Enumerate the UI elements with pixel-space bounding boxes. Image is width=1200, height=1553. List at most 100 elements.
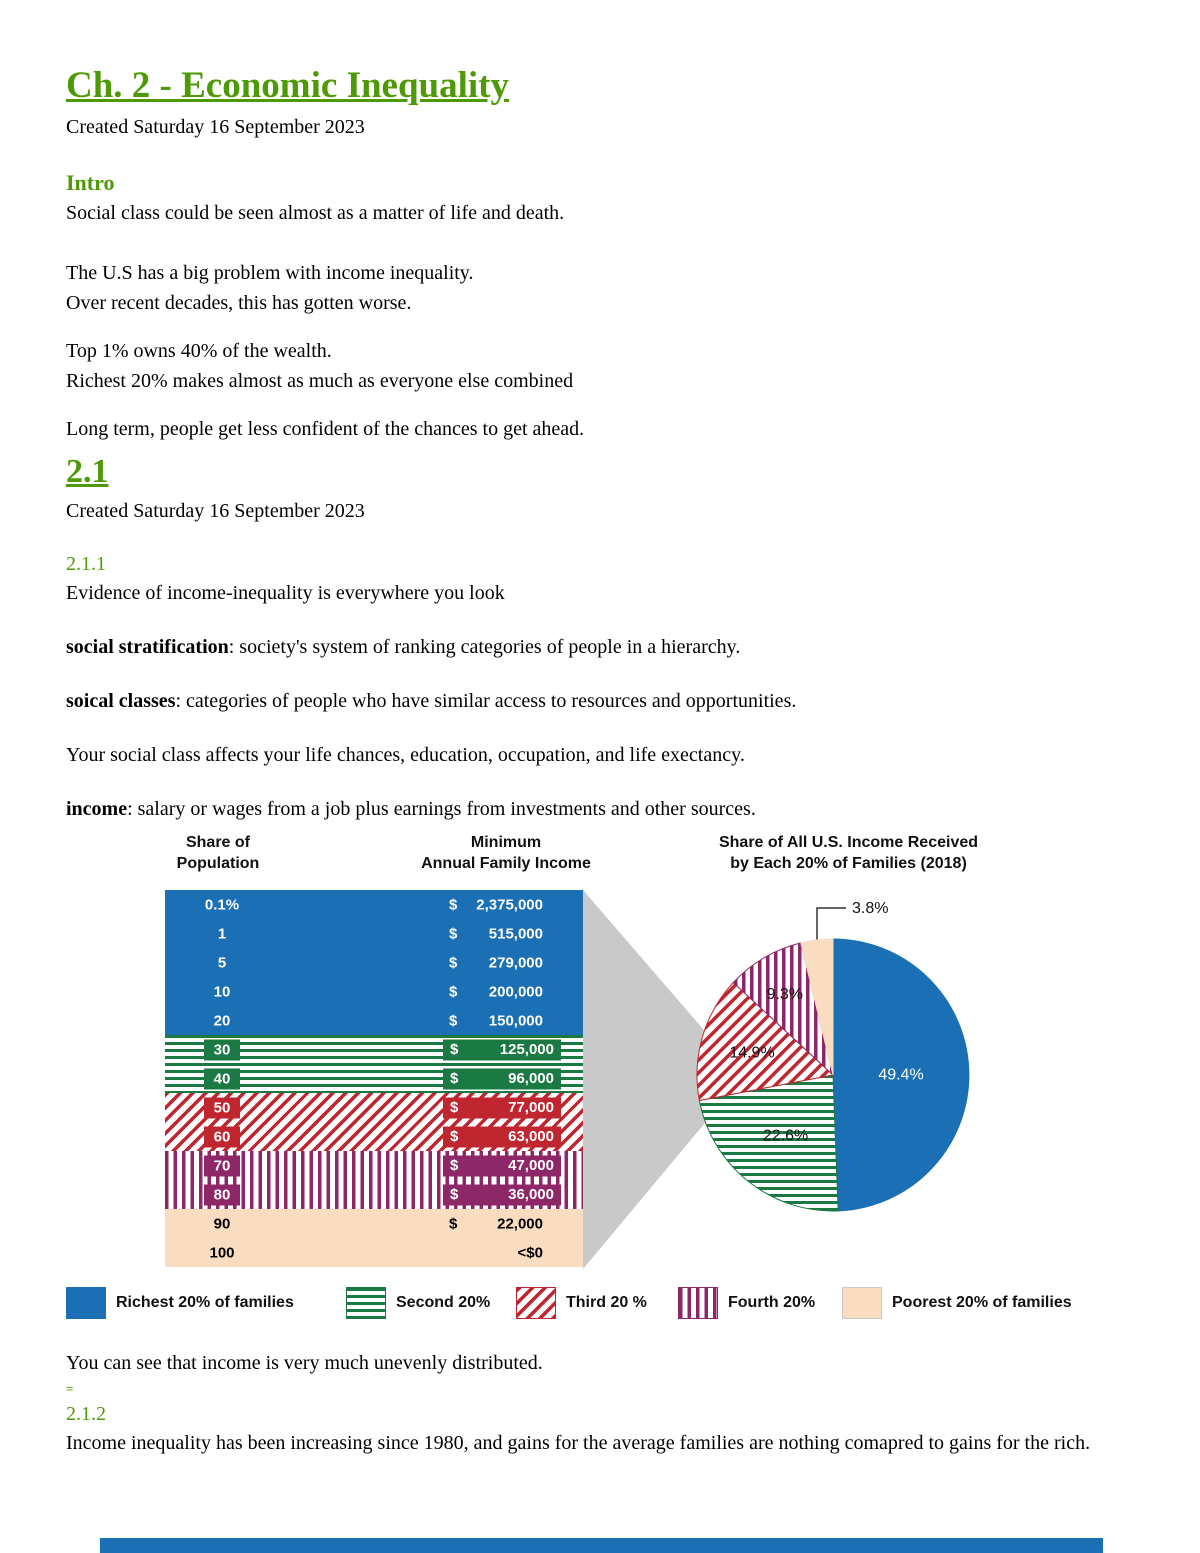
income-value: 63,000 (508, 1128, 554, 1145)
income-chip: $ 125,000 (443, 1039, 561, 1060)
currency-sign: $ (449, 983, 458, 1000)
callout-label: 3.8% (852, 900, 888, 917)
income-chip: $ 47,000 (443, 1155, 561, 1176)
currency-sign: $ (450, 1041, 459, 1058)
population-value: 90 (213, 1215, 231, 1232)
paragraph: Your social class affects your life chan… (66, 744, 745, 766)
heading-2-1: 2.1 (66, 453, 109, 490)
legend-label: Second 20% (396, 1294, 491, 1311)
population-value: 0.1% (204, 896, 240, 913)
pie-slice-1 (698, 1074, 839, 1212)
income-band-table: 0.1% $ 2,375,000 1 $ 515,000 5 $ 279,000… (165, 890, 583, 1267)
currency-sign: $ (450, 1128, 459, 1145)
currency-sign: $ (449, 896, 458, 913)
population-value: 100 (209, 1244, 235, 1261)
paragraph: Evidence of income-inequality is everywh… (66, 582, 505, 604)
header-line: Minimum (470, 834, 542, 851)
population-value: 5 (217, 954, 227, 971)
income-value: 515,000 (488, 925, 543, 942)
paragraph: You can see that income is very much une… (66, 1352, 543, 1374)
legend-label: Fourth 20% (728, 1294, 816, 1311)
header-line: Share of All U.S. Income Received (718, 834, 979, 851)
definition-text: : society's system of ranking categories… (228, 636, 741, 658)
paragraph: Income inequality has been increasing si… (66, 1432, 1091, 1454)
population-value: 70 (204, 1155, 240, 1176)
band-second-20: 30 $ 125,000 40 $ 96,000 (165, 1035, 583, 1093)
definition-social-stratification: social stratification: society's system … (66, 632, 1134, 662)
paragraph: The U.S has a big problem with income in… (66, 262, 474, 284)
pie-slice-0 (832, 938, 970, 1212)
term: income (66, 798, 128, 820)
legend-item-richest: Richest 20% of families (66, 1287, 294, 1319)
income-chip: $ 77,000 (443, 1097, 561, 1118)
created-line-2: Created Saturday 16 September 2023 (66, 500, 365, 522)
legend-swatch-fourth (678, 1287, 718, 1319)
definition-income: income: salary or wages from a job plus … (66, 794, 1134, 824)
income-value: <$0 (517, 1244, 543, 1261)
currency-sign: $ (449, 1012, 458, 1029)
table-row: 100 <$0 (165, 1238, 583, 1267)
pie-chart-title: Share of All U.S. Income Received by Eac… (661, 832, 1036, 874)
currency-sign: $ (450, 1099, 459, 1116)
legend-label: Poorest 20% of families (892, 1294, 1072, 1311)
income-value: 22,000 (497, 1215, 543, 1232)
paragraph: Long term, people get less confident of … (66, 418, 585, 440)
table-row: 90 $ 22,000 (165, 1209, 583, 1238)
header-line: Share of (185, 834, 250, 851)
population-value: 50 (204, 1097, 240, 1118)
table-row: 70 $ 47,000 (165, 1151, 583, 1180)
income-value: 96,000 (508, 1070, 554, 1087)
population-value: 80 (204, 1184, 240, 1205)
income-value: 36,000 (508, 1186, 554, 1203)
table-row: 60 $ 63,000 (165, 1122, 583, 1151)
income-value: 77,000 (508, 1099, 554, 1116)
currency-sign: $ (449, 954, 458, 971)
funnel-shape (583, 890, 710, 1269)
income-distribution-figure: Share of Population Minimum Annual Famil… (66, 832, 1134, 1332)
currency-sign: $ (450, 1157, 459, 1174)
table-row: 0.1% $ 2,375,000 (165, 890, 583, 919)
pie-slice-label-3: 9.3% (767, 986, 803, 1003)
income-chip: $ 63,000 (443, 1126, 561, 1147)
heading-2-1-1: 2.1.1 (66, 553, 106, 575)
definition-text: : categories of people who have similar … (175, 690, 797, 712)
income-value: 279,000 (488, 954, 543, 971)
band-fourth-20: 70 $ 47,000 80 $ 36,000 (165, 1151, 583, 1209)
paragraph: Social class could be seen almost as a m… (66, 202, 565, 224)
paragraph: Richest 20% makes almost as much as ever… (66, 370, 574, 392)
definition-text: : salary or wages from a job plus earnin… (127, 798, 756, 820)
band-poorest-20: 90 $ 22,000 100 <$0 (165, 1209, 583, 1267)
pie-slice-label-1: 22.6% (763, 1128, 808, 1145)
legend-item-third: Third 20 % (516, 1287, 647, 1319)
table-row: 20 $ 150,000 (165, 1006, 583, 1035)
legend-swatch-third (516, 1287, 556, 1319)
next-figure-partial (100, 1538, 1103, 1553)
income-chip: $ 96,000 (443, 1068, 561, 1089)
income-value: 125,000 (499, 1041, 554, 1058)
callout-line (816, 907, 846, 940)
table-row: 30 $ 125,000 (165, 1035, 583, 1064)
legend: Richest 20% of families Second 20% Third… (66, 1287, 1134, 1321)
population-value: 60 (204, 1126, 240, 1147)
pie-slice-2 (696, 981, 835, 1102)
population-value: 10 (213, 983, 231, 1000)
currency-sign: $ (449, 1215, 458, 1232)
income-value: 150,000 (488, 1012, 543, 1029)
legend-item-second: Second 20% (346, 1287, 490, 1319)
income-chip: $ 36,000 (443, 1184, 561, 1205)
definition-social-classes: soical classes: categories of people who… (66, 686, 1134, 716)
population-value: 20 (213, 1012, 231, 1029)
pie-slice-label-0: 49.4% (878, 1067, 923, 1084)
created-line: Created Saturday 16 September 2023 (66, 116, 365, 138)
table-header-income: Minimum Annual Family Income (386, 832, 626, 874)
header-line: by Each 20% of Families (2018) (730, 855, 967, 872)
table-row: 10 $ 200,000 (165, 977, 583, 1006)
heading-intro: Intro (66, 170, 115, 195)
income-value: 2,375,000 (476, 896, 543, 913)
population-value: 30 (204, 1039, 240, 1060)
heading-2-1-2: 2.1.2 (66, 1403, 106, 1425)
table-header-population: Share of Population (118, 832, 318, 874)
term: soical classes (66, 690, 176, 712)
population-value: 40 (204, 1068, 240, 1089)
table-row: 50 $ 77,000 (165, 1093, 583, 1122)
